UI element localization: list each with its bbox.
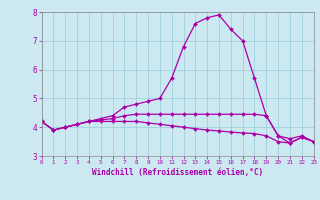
X-axis label: Windchill (Refroidissement éolien,°C): Windchill (Refroidissement éolien,°C) — [92, 168, 263, 177]
